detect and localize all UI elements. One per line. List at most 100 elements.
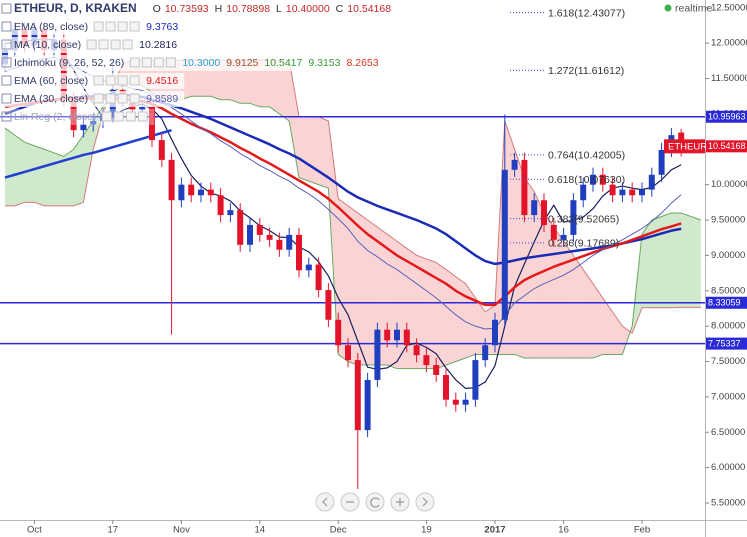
y-tick-label: 7.50000 <box>711 356 745 367</box>
fib-level-label: 1.272(11.61612) <box>548 65 624 77</box>
y-tick-label: 5.50000 <box>711 498 745 509</box>
candle-body <box>462 399 469 405</box>
cloud-segment <box>573 255 584 358</box>
candle-body <box>531 200 538 216</box>
candle-body <box>335 319 342 346</box>
scroll-right-button[interactable] <box>415 492 435 512</box>
legend-key: C <box>336 3 344 15</box>
candle-body <box>609 184 616 196</box>
candle-body <box>305 264 312 271</box>
cloud-segment <box>289 60 299 178</box>
y-tick-label: 6.00000 <box>711 462 745 473</box>
legend-value: 9.3763 <box>146 21 178 33</box>
candle-body <box>198 189 204 196</box>
legend-control <box>125 111 136 122</box>
legend-control <box>129 93 140 104</box>
candle-body <box>394 329 400 341</box>
reset-button[interactable] <box>365 492 385 512</box>
y-tick-label: 12.00000 <box>711 38 747 49</box>
scroll-left-button[interactable] <box>315 492 335 512</box>
cloud-segment <box>642 220 652 308</box>
legend-value: 10.3000 <box>182 57 220 69</box>
cloud-segment <box>318 116 329 189</box>
candle-body <box>247 224 253 245</box>
legend-control <box>98 39 109 50</box>
cloud-segment <box>54 152 64 206</box>
y-tick-label: 11.50000 <box>711 73 747 84</box>
cloud-segment <box>44 149 54 206</box>
candle-body <box>139 106 146 110</box>
legend-control <box>165 57 176 68</box>
candle-body <box>207 189 214 196</box>
price-tag-label: 10.54168 <box>708 141 746 151</box>
candle-body <box>550 224 557 240</box>
candle-body <box>492 319 498 346</box>
candle-body <box>227 210 234 216</box>
x-tick-label: 16 <box>558 525 569 536</box>
symbol-tag <box>664 139 705 154</box>
realtime-status: realtime <box>675 2 713 14</box>
cloud-layer <box>4 59 701 370</box>
legend-value: 10.73593 <box>165 3 209 15</box>
candle-body <box>501 169 508 320</box>
candle-body <box>590 174 596 185</box>
zoom-controls[interactable] <box>315 492 435 512</box>
cloud-segment <box>5 128 15 206</box>
annotation-layer: 1.618(12.43077) 1.272(11.61612) 0.764(10.4… <box>510 7 625 250</box>
candle-body <box>158 140 165 160</box>
legend-name: EMA (89, close) <box>14 21 88 33</box>
x-tick-label: 17 <box>108 525 119 536</box>
cloud-segment <box>671 212 682 308</box>
candle-body <box>345 345 351 361</box>
fib-level-label: 0.382(9.52065) <box>548 213 619 225</box>
legend-key: O <box>153 3 161 15</box>
x-tick-label: Nov <box>173 525 190 536</box>
cloud-segment <box>563 241 574 358</box>
candle-body <box>599 174 606 185</box>
y-tick-label: 8.50000 <box>711 285 745 296</box>
legend-control <box>105 75 116 86</box>
cloud-segment <box>73 135 84 206</box>
cloud-segment <box>34 145 45 206</box>
scroll-right-icon <box>422 497 428 507</box>
fib-level-label: 1.618(12.43077) <box>548 7 625 19</box>
candle-body <box>482 345 489 361</box>
cloud-segment <box>14 135 25 206</box>
legend-control <box>129 75 140 86</box>
candle-body <box>325 290 332 320</box>
legend-row-bg <box>0 55 385 71</box>
cloud-segment <box>367 220 378 366</box>
cloud-segment <box>691 216 701 308</box>
legend-control <box>129 21 140 32</box>
candle-body <box>80 124 87 131</box>
candle-body <box>570 200 577 235</box>
legend-control <box>117 93 128 104</box>
cloud-segment <box>436 262 446 369</box>
x-tick-label: Dec <box>330 525 347 536</box>
candle-body <box>149 106 155 141</box>
cloud-segment <box>63 149 74 206</box>
candle-body <box>90 120 97 125</box>
candle-body <box>629 189 636 196</box>
legend-control <box>93 93 104 104</box>
legend-name: Lin Reg (2, close) <box>14 111 96 123</box>
candle-body <box>648 174 655 190</box>
candle-body <box>580 184 587 201</box>
legend-name: ETHEUR, D, KRAKEN <box>14 1 137 15</box>
candle-body <box>178 184 185 201</box>
level-tag <box>706 296 747 309</box>
candle-body <box>70 99 77 131</box>
legend-value: 10.5417 <box>264 57 302 69</box>
candle-body <box>256 224 263 235</box>
cloud-segment <box>279 60 290 121</box>
candle-body <box>433 365 440 375</box>
candle-body <box>403 329 410 346</box>
legend-control <box>110 39 121 50</box>
candle-body <box>658 149 665 175</box>
legend-value: 9.3153 <box>308 57 340 69</box>
candle-body <box>217 195 224 216</box>
fib-level-label: 0.764(10.42005) <box>548 150 625 162</box>
legend-control <box>129 57 140 68</box>
cloud-segment <box>651 216 662 308</box>
